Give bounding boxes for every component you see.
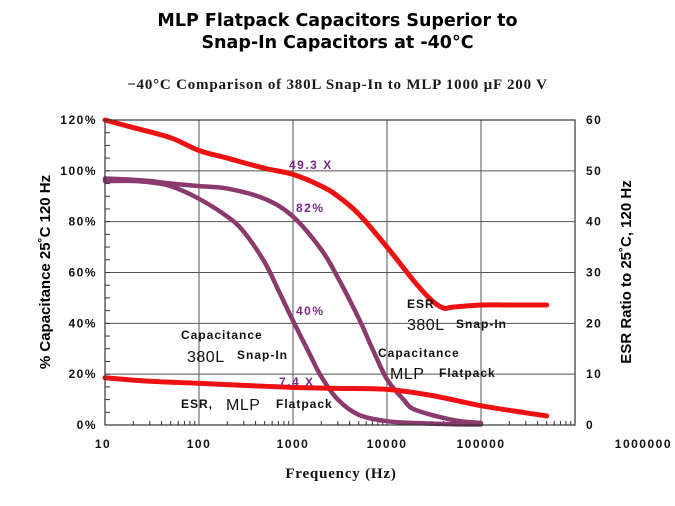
y2-tick-label: 0	[586, 418, 594, 432]
y-tick-label: 60%	[68, 266, 97, 280]
series-line-capacitance-mlp-flatpack	[102, 176, 484, 426]
x-tick-label: 100	[187, 437, 212, 451]
series-line-esr-mlp-flatpack	[102, 375, 550, 419]
label-esr-mlp-type: Flatpack	[276, 397, 333, 411]
slide-title: MLP Flatpack Capacitors Superior to Snap…	[0, 10, 675, 54]
y-axis-label: % Capacitance 25˚C 120 Hz	[37, 175, 54, 369]
x-tick-label: 1000	[277, 437, 310, 451]
annotation-esr-380l-ratio: 49.3 X	[289, 158, 333, 172]
y2-tick-label: 10	[586, 367, 602, 381]
y-tick-label: 20%	[68, 367, 97, 381]
label-cap-380l-type: Snap-In	[237, 348, 288, 362]
y-tick-label: 120%	[60, 113, 97, 127]
label-cap-mlp-model: MLP	[390, 366, 424, 383]
slide-title-line2: Snap-In Capacitors at -40°C	[201, 33, 474, 53]
y2-tick-label: 50	[586, 164, 602, 178]
plot-frame	[104, 119, 576, 426]
label-cap-mlp-type: Flatpack	[439, 366, 496, 380]
label-esr-380l-type: Snap-In	[456, 317, 507, 331]
y-tick-labels: 0% 20% 40% 60% 80% 100% 120%	[60, 113, 97, 432]
label-esr-380l: ESR	[407, 297, 435, 311]
label-cap-mlp: Capacitance	[378, 346, 460, 360]
y2-tick-label: 40	[586, 215, 602, 229]
y2-tick-label: 20	[586, 316, 602, 330]
label-cap-380l: Capacitance	[181, 328, 263, 342]
chart-title: −40°C Comparison of 380L Snap-In to MLP …	[127, 77, 548, 93]
x-tick-label: 10000	[367, 437, 408, 451]
label-esr-mlp: ESR,	[181, 397, 213, 411]
y2-axis-label: ESR Ratio to 25˚C, 120 Hz	[618, 180, 635, 363]
y2-tick-labels: 0 10 20 30 40 50 60	[586, 113, 602, 432]
x-tick-label: 1000000	[615, 437, 672, 451]
grid	[105, 120, 575, 425]
y-tick-label: 40%	[68, 316, 97, 330]
annotation-cap-mlp-82: 82%	[296, 201, 325, 215]
y-tick-label: 100%	[60, 164, 97, 178]
slide-title-line1: MLP Flatpack Capacitors Superior to	[157, 11, 518, 31]
x-axis-label: Frequency (Hz)	[285, 466, 396, 482]
label-esr-mlp-model: MLP	[226, 397, 260, 414]
annotation-cap-380l-40: 40%	[296, 304, 325, 318]
label-esr-380l-model: 380L	[407, 317, 445, 334]
label-cap-380l-model: 380L	[187, 349, 225, 366]
y-tick-label: 80%	[68, 215, 97, 229]
x-tick-label: 100000	[456, 437, 505, 451]
series-line-esr-380l-snap-in	[102, 117, 550, 311]
x-tick-label: 10	[95, 437, 111, 451]
annotation-esr-mlp-ratio: 7.4 X	[279, 375, 315, 389]
y2-tick-label: 30	[586, 266, 602, 280]
x-tick-labels: 10 100 1000 10000 100000 1000000	[95, 437, 672, 451]
y2-tick-label: 60	[586, 113, 602, 127]
series-group	[102, 117, 550, 427]
y-tick-label: 0%	[77, 418, 97, 432]
